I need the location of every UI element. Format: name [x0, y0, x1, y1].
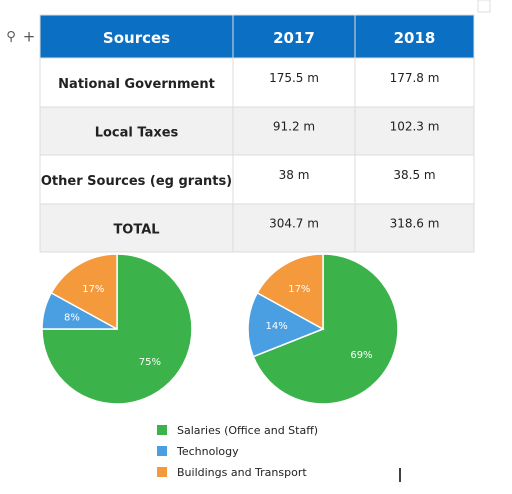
- table-cell: [354, 203, 475, 253]
- cell-text: 175.5 m: [269, 71, 319, 85]
- cell-text: 318.6 m: [390, 217, 440, 231]
- legend-label: Buildings and Transport: [177, 466, 307, 479]
- table: Sources 2017 2018 National Government 175.5 …: [39, 14, 475, 253]
- table-cell: [354, 14, 475, 59]
- slice-label: 14%: [265, 321, 287, 332]
- cell-text: 91.2 m: [273, 120, 315, 134]
- table-cell: [232, 14, 356, 59]
- table-cell: [39, 203, 234, 253]
- slice-label: 17%: [288, 284, 310, 295]
- table-cell: [39, 14, 234, 59]
- cell-text: 38.5 m: [393, 168, 435, 182]
- table-cell: [354, 154, 475, 205]
- cell-text: 304.7 m: [269, 217, 319, 231]
- pie-slice: [247, 291, 325, 358]
- cell-text: 177.8 m: [390, 71, 440, 85]
- legend-label: Salaries (Office and Staff): [177, 424, 318, 437]
- pin-icon[interactable]: ⚲: [6, 30, 16, 45]
- table-cell: [354, 57, 475, 108]
- table-cell: [39, 106, 234, 156]
- cell-text: TOTAL: [113, 223, 159, 238]
- table-cell: [232, 203, 356, 253]
- drag-handle[interactable]: [477, 0, 491, 13]
- add-icon[interactable]: +: [23, 28, 36, 46]
- legend: Salaries (Office and Staff) Technology Bui…: [157, 424, 318, 479]
- legend-swatch: [157, 425, 167, 435]
- row-toolbar[interactable]: ⚲ +: [6, 15, 41, 58]
- slice-label: 69%: [350, 350, 372, 361]
- slice-label: 75%: [139, 357, 161, 368]
- cell-text: 102.3 m: [390, 120, 440, 134]
- legend-swatch: [157, 446, 167, 456]
- cell-text: Other Sources (eg grants): [41, 174, 232, 189]
- table-cell: [232, 154, 356, 205]
- cell-text: National Government: [58, 77, 215, 92]
- cell-text: 38 m: [279, 168, 310, 182]
- slice-label: 17%: [82, 284, 104, 295]
- pie-slice: [256, 253, 324, 331]
- legend-label: Technology: [176, 445, 239, 458]
- header-cell-text: 2018: [394, 29, 436, 47]
- pie-charts: 75% 8% 17% 69% 14% 17%: [41, 253, 399, 405]
- slice-label: 8%: [64, 312, 80, 323]
- header-cell-text: 2017: [273, 29, 315, 47]
- table-cell: [39, 154, 234, 205]
- cell-text: Local Taxes: [95, 126, 179, 141]
- legend-swatch: [157, 467, 167, 477]
- pie-slice: [50, 253, 118, 331]
- pie-slice: [41, 253, 193, 405]
- pie-slice: [252, 253, 399, 405]
- table-cell: [39, 57, 234, 108]
- header-cell-text: Sources: [103, 29, 170, 47]
